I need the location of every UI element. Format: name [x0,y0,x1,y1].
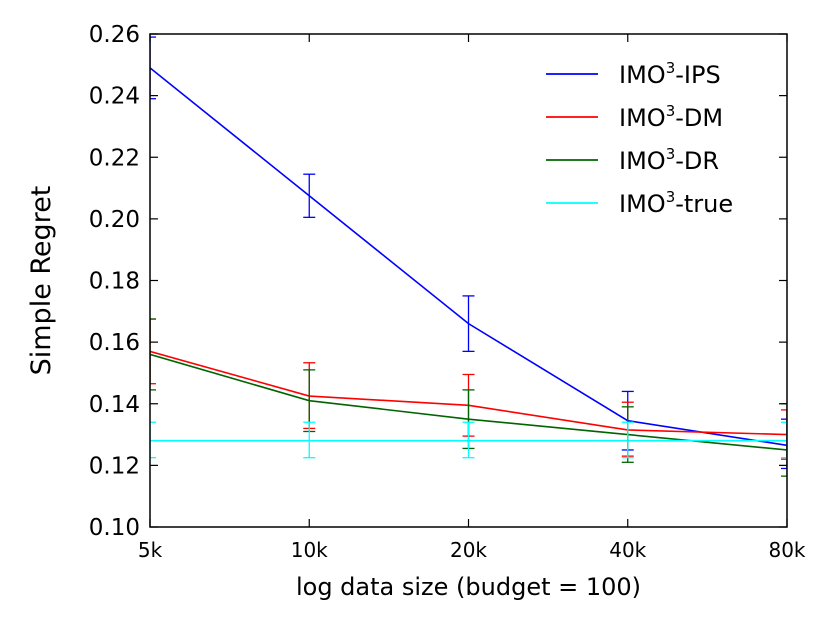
error-bar-IPS-1 [303,173,316,218]
error-bar-true-2 [462,421,475,459]
error-bar-IPS-0 [150,36,156,100]
y-tick-label: 0.24 [89,84,140,110]
x-tick-label: 20k [450,538,487,562]
error-bar-true-0 [150,421,156,459]
x-axis-label: log data size (budget = 100) [296,573,641,601]
legend-entry: IMO3-true [546,188,733,218]
legend-label: IMO3-IPS [619,59,721,89]
y-tick-label: 0.12 [89,453,140,479]
y-tick-label: 0.10 [89,515,140,541]
legend-entry: IMO3-IPS [546,59,721,89]
y-axis-label: Simple Regret [26,186,57,376]
y-tick-label: 0.16 [89,330,140,356]
x-tick-label: 80k [768,538,805,562]
error-bar-true-4 [781,421,787,459]
error-bar-true-3 [621,421,634,459]
error-bar-DM-4 [781,409,787,460]
legend-entry: IMO3-DR [546,145,719,175]
legend: IMO3-IPS IMO3-DM IMO3-DR IMO3-true [546,59,733,218]
y-tick-label: 0.18 [89,269,140,295]
legend-label: IMO3-DM [619,102,723,132]
legend-label: IMO3-DR [619,145,719,175]
y-tick-label: 0.20 [89,207,140,233]
y-tick-label: 0.14 [89,392,140,418]
axes: 5k 10k 20k 40k 80k 0.10 0.12 0.14 0.16 0.18 0.20 0.… [89,22,806,562]
y-tick-label: 0.26 [89,22,140,48]
y-tick-label: 0.22 [89,145,140,171]
x-tick-label: 5k [138,538,163,562]
x-tick-label: 10k [291,538,328,562]
legend-label: IMO3-true [619,188,733,218]
x-tick-label: 40k [609,538,646,562]
plot-content [150,36,787,477]
error-bar-IPS-4 [781,418,787,470]
error-bar-DR-0 [150,318,156,391]
error-bar-true-1 [303,421,316,459]
legend-entry: IMO3-DM [546,102,723,132]
error-bar-IPS-2 [462,295,475,353]
